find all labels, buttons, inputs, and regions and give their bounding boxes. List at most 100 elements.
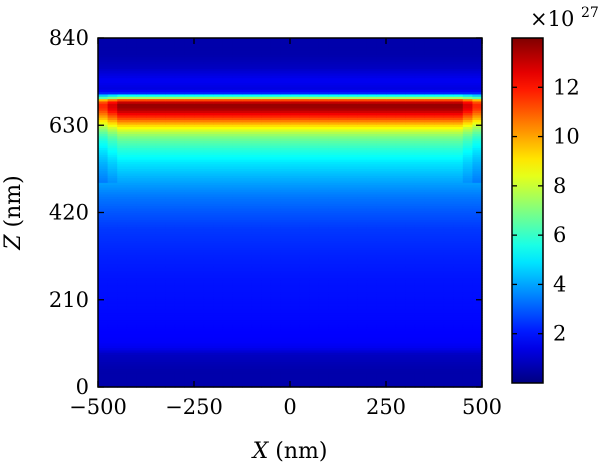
heatmap-cell: [338, 231, 349, 235]
heatmap-cell: [174, 168, 185, 172]
heatmap-cell: [443, 307, 454, 311]
heatmap-cell: [366, 172, 377, 176]
heatmap-cell: [395, 321, 406, 325]
heatmap-cell: [443, 289, 454, 293]
heatmap-cell: [117, 268, 128, 272]
heatmap-cell: [366, 382, 377, 386]
heatmap-cell: [443, 373, 454, 376]
heatmap-cell: [184, 175, 195, 179]
heatmap-cell: [222, 279, 233, 283]
heatmap-cell: [117, 196, 128, 200]
heatmap-cell: [443, 254, 454, 258]
heatmap-cell: [318, 214, 329, 218]
heatmap-cell: [453, 110, 464, 114]
heatmap-cell: [117, 282, 128, 286]
heatmap-cell: [386, 235, 397, 239]
heatmap-cell: [347, 105, 358, 109]
heatmap-cell: [366, 110, 377, 114]
heatmap-cell: [405, 203, 416, 207]
heatmap-cell: [165, 305, 176, 309]
heatmap-cell: [98, 119, 109, 123]
heatmap-cell: [194, 284, 205, 288]
heatmap-cell: [251, 338, 262, 342]
heatmap-cell: [309, 224, 320, 228]
heatmap-cell: [309, 373, 320, 376]
heatmap-cell: [347, 172, 358, 176]
heatmap-cell: [213, 177, 224, 181]
heatmap-cell: [203, 147, 214, 151]
heatmap-cell: [155, 263, 166, 267]
heatmap-cell: [98, 191, 109, 195]
heatmap-cell: [376, 363, 387, 367]
heatmap-cell: [434, 282, 445, 286]
heatmap-cell: [318, 328, 329, 332]
heatmap-cell: [203, 131, 214, 134]
heatmap-cell: [414, 307, 425, 311]
heatmap-cell: [386, 317, 397, 321]
heatmap-cell: [338, 133, 349, 137]
heatmap-cell: [136, 254, 147, 258]
heatmap-cell: [338, 321, 349, 325]
heatmap-cell: [184, 289, 195, 293]
heatmap-cell: [386, 279, 397, 283]
heatmap-cell: [434, 340, 445, 344]
heatmap-cell: [453, 189, 464, 193]
heatmap-cell: [395, 249, 406, 253]
heatmap-cell: [357, 263, 368, 267]
heatmap-cell: [213, 370, 224, 374]
heatmap-cell: [434, 191, 445, 195]
heatmap-cell: [222, 191, 233, 195]
heatmap-cell: [107, 156, 118, 160]
heatmap-cell: [280, 126, 291, 130]
heatmap-cell: [347, 140, 358, 144]
heatmap-cell: [357, 370, 368, 374]
heatmap-cell: [155, 219, 166, 223]
heatmap-cell: [184, 245, 195, 248]
heatmap-cell: [328, 270, 339, 274]
heatmap-cell: [194, 352, 205, 356]
heatmap-cell: [107, 210, 118, 214]
heatmap-cell: [318, 100, 329, 104]
heatmap-cell: [472, 128, 483, 132]
heatmap-cell: [136, 317, 147, 321]
heatmap-cell: [424, 96, 435, 100]
heatmap-cell: [472, 368, 483, 372]
heatmap-cell: [405, 359, 416, 363]
heatmap-cell: [318, 256, 329, 260]
heatmap-cell: [280, 152, 291, 155]
heatmap-cell: [165, 254, 176, 258]
heatmap-cell: [98, 121, 109, 125]
heatmap-cell: [299, 245, 310, 248]
heatmap-cell: [232, 228, 243, 232]
heatmap-cell: [280, 172, 291, 176]
heatmap-cell: [453, 361, 464, 365]
heatmap-cell: [174, 124, 185, 128]
heatmap-cell: [290, 138, 301, 141]
heatmap-cell: [328, 158, 339, 162]
heatmap-cell: [443, 135, 454, 139]
heatmap-cell: [261, 179, 272, 183]
heatmap-cell: [462, 156, 473, 160]
heatmap-cell: [434, 226, 445, 230]
heatmap-cell: [290, 375, 301, 379]
heatmap-cell: [222, 226, 233, 230]
heatmap-cell: [386, 138, 397, 141]
heatmap-cell: [414, 147, 425, 151]
heatmap-cell: [366, 303, 377, 307]
heatmap-cell: [366, 291, 377, 295]
heatmap-cell: [251, 168, 262, 172]
heatmap-cell: [98, 207, 109, 211]
heatmap-cell: [174, 312, 185, 316]
heatmap-cell: [386, 282, 397, 286]
heatmap-cell: [395, 152, 406, 155]
heatmap-cell: [126, 135, 137, 139]
heatmap-cell: [376, 163, 387, 167]
heatmap-cell: [280, 282, 291, 286]
heatmap-cell: [347, 363, 358, 367]
heatmap-cell: [126, 196, 137, 200]
heatmap-cell: [222, 289, 233, 293]
heatmap-cell: [146, 156, 157, 160]
heatmap-cell: [328, 96, 339, 100]
heatmap-cell: [299, 170, 310, 174]
heatmap-cell: [213, 131, 224, 134]
